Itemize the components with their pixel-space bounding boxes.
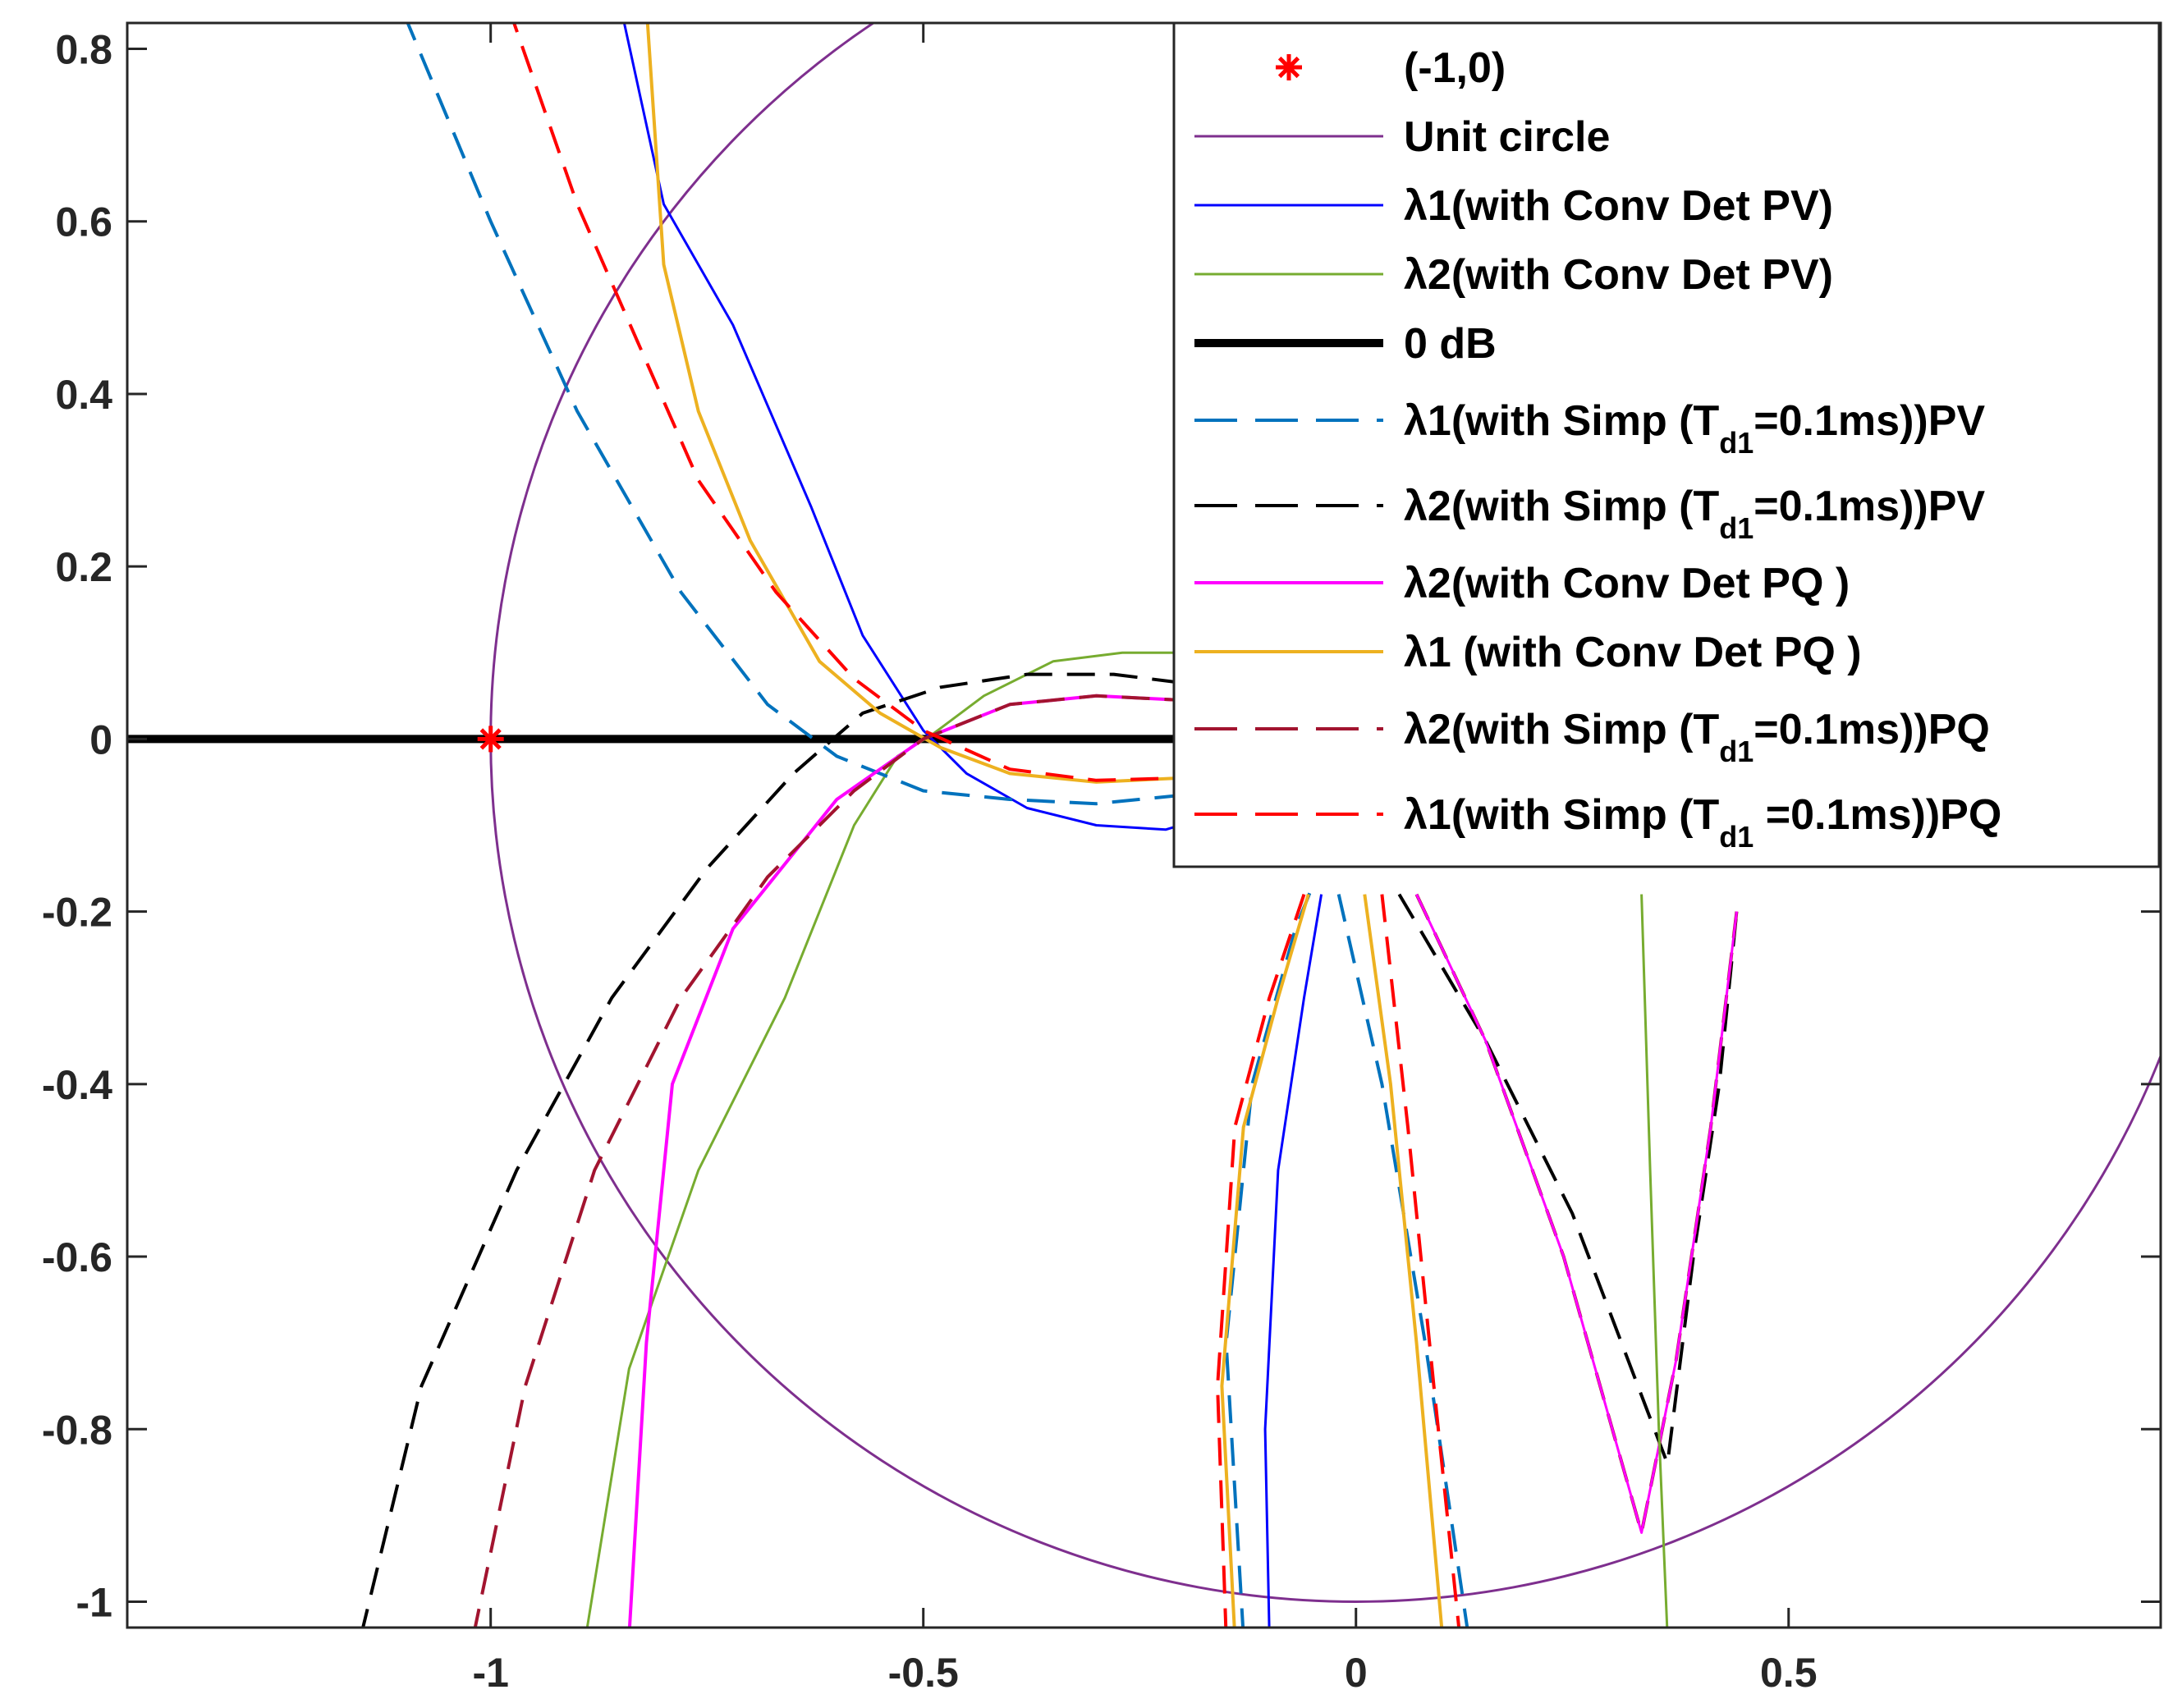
legend-label-1-0: (-1,0) — [1404, 44, 1506, 92]
series-1-with-conv-det-pq — [645, 23, 1183, 784]
x-tick-label: -1 — [472, 1650, 508, 1696]
legend: (-1,0) Unit circle λ1(with Conv Det PV) λ2(… — [1172, 21, 2161, 868]
series-1-with-conv-det-pq-lower-mid — [1363, 894, 1444, 1628]
series-2-with-conv-det-pq-lower-right — [1415, 893, 1738, 1534]
y-tick-label: -0.4 — [42, 1062, 112, 1108]
legend-label-2-with-simp-td1-0-1ms-pq: λ2(with Simp (Td1=0.1ms))PQ — [1404, 706, 1990, 768]
plot-frame — [126, 21, 2162, 1629]
series-2-with-conv-det-pq — [627, 694, 1184, 1628]
legend-label-1-with-conv-det-pq: λ1 (with Conv Det PQ ) — [1404, 629, 1862, 676]
y-tick-label: 0.6 — [55, 199, 112, 245]
axis-layer: -1 -0.5 0 0.5 0.8 0.6 0.4 0.2 0 -0.2 -0.4 -0.6 -0.8 -… — [42, 23, 2161, 1696]
series-1-with-conv-det-pq-lower-left — [1220, 894, 1310, 1628]
legend-label-1-with-simp-td1-0-1ms-pq: λ1(with Simp (Td1 =0.1ms))PQ — [1404, 791, 2001, 854]
legend-label-2-with-conv-det-pv: λ2(with Conv Det PV) — [1404, 251, 1833, 299]
legend-label-1-with-conv-det-pv: λ1(with Conv Det PV) — [1404, 182, 1833, 230]
series-2-with-conv-det-pv-lower-right — [1640, 894, 1669, 1628]
x-tick-label: 0 — [1345, 1650, 1368, 1696]
legend-marker-1-0 — [1276, 54, 1302, 80]
legend-label-unit-circle: Unit circle — [1404, 113, 1610, 161]
x-tick-label: 0.5 — [1760, 1650, 1818, 1696]
y-tick-label: -0.6 — [42, 1234, 112, 1280]
legend-box — [1172, 21, 2161, 868]
legend-label-2-with-conv-det-pq: λ2(with Conv Det PQ ) — [1404, 560, 1850, 607]
series-1-with-conv-det-pv — [622, 23, 1210, 831]
y-tick-label: 0.4 — [55, 372, 112, 418]
y-tick-label: 0 — [89, 717, 112, 762]
series-1-with-conv-det-pv-lower — [1263, 894, 1323, 1628]
legend-label-1-with-simp-td1-0-1ms-pv: λ1(with Simp (Td1=0.1ms))PV — [1404, 397, 1985, 460]
y-tick-label: 0.2 — [55, 544, 112, 590]
series-1-with-simp-td1-0-1ms-pq-lower-mid — [1380, 894, 1461, 1628]
series-1-with-simp-td1-0-1ms-pv — [406, 23, 1184, 806]
y-tick-label: -1 — [76, 1579, 112, 1625]
y-tick-label: -0.2 — [42, 890, 112, 936]
series-marker-1-0 — [477, 726, 504, 753]
legend-label-2-with-simp-td1-0-1ms-pv: λ2(with Simp (Td1=0.1ms))PV — [1404, 483, 1985, 545]
series-1-with-simp-td1-0-1ms-pq — [512, 23, 1183, 782]
x-tick-label: -0.5 — [888, 1650, 959, 1696]
series-2-with-simp-td1-0-1ms-pq — [473, 694, 1184, 1628]
legend-label-0-db: 0 dB — [1404, 320, 1497, 368]
series-layer — [127, 23, 2161, 1628]
y-tick-label: 0.8 — [55, 27, 112, 73]
y-tick-label: -0.8 — [42, 1407, 112, 1453]
